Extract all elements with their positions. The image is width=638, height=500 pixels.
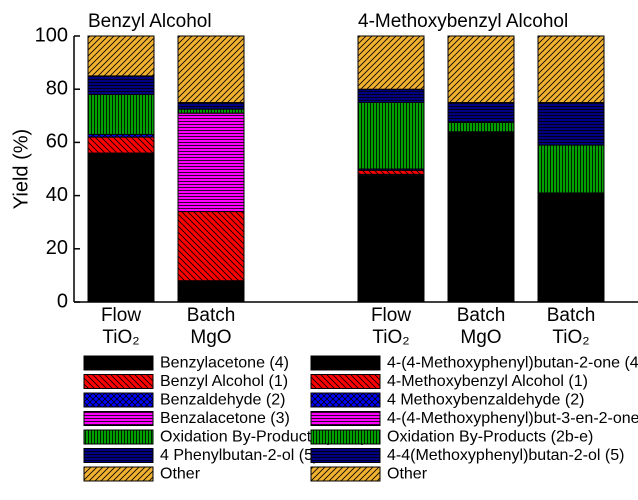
bar-segment	[177, 280, 245, 303]
bar-segment	[447, 131, 515, 303]
x-tick-label: Flow	[371, 305, 411, 326]
legend-label: 4-4(Methoxyphenyl)butan-2-ol (5)	[387, 447, 624, 464]
bar-segment	[357, 173, 425, 303]
legend-label: 4-Methoxybenzyl Alcohol (1)	[387, 373, 588, 390]
y-tick-label: 40	[46, 184, 68, 206]
legend-label: Benzyl Alcohol (1)	[160, 373, 288, 390]
x-tick-label: Flow	[101, 305, 141, 326]
bar-segment	[177, 112, 245, 213]
y-tick-label: 80	[46, 77, 68, 99]
bar-segment	[87, 35, 155, 77]
legend-swatch	[310, 392, 381, 408]
y-tick-label: 20	[46, 237, 68, 259]
legend-label: Benzaldehyde (2)	[160, 392, 285, 409]
legend-label: Benzalacetone (3)	[160, 410, 290, 427]
bar-segment	[177, 211, 245, 282]
legend-swatch	[310, 466, 381, 482]
legend-swatch	[83, 466, 154, 482]
legend-swatch	[310, 374, 381, 389]
bar-segment	[357, 88, 425, 103]
legend-swatch	[83, 411, 154, 426]
legend-label: 4-(4-Methoxyphenyl)but-3-en-2-one (3)	[387, 410, 638, 427]
x-tick-label: Batch	[187, 305, 236, 326]
y-tick-label: 100	[35, 24, 68, 46]
legend-swatch	[83, 374, 154, 389]
group-label: 4-Methoxybenzyl Alcohol	[358, 11, 568, 32]
bar-segment	[357, 35, 425, 90]
legend-label: 4 Phenylbutan-2-ol (5)	[160, 447, 318, 464]
bar-segment	[177, 102, 245, 110]
x-tick-label: Batch	[457, 305, 506, 326]
bar-segment	[357, 169, 425, 175]
bar-segment	[447, 35, 515, 103]
legend-label: 4 Methoxybenzaldehyde (2)	[387, 392, 584, 409]
legend-label: Other	[387, 466, 428, 483]
y-axis-label: Yield (%)	[10, 129, 32, 209]
x-tick-label: MgO	[460, 327, 501, 348]
bar-segment	[87, 94, 155, 135]
legend-label: Other	[160, 466, 201, 483]
x-tick-label: TiO₂	[372, 327, 409, 348]
bar-segment	[537, 192, 605, 303]
legend-swatch	[310, 429, 381, 445]
x-tick-label: TiO₂	[552, 327, 589, 348]
bar-segment	[447, 102, 515, 123]
bar-segment	[537, 35, 605, 103]
legend-swatch	[310, 448, 381, 463]
legend-swatch	[83, 392, 154, 408]
legend-label: Oxidation By-Products (2b-e)	[387, 429, 593, 446]
group-label: Benzyl Alcohol	[88, 11, 212, 32]
x-tick-label: TiO₂	[102, 327, 139, 348]
bar-segment	[357, 102, 425, 170]
bar-segment	[177, 108, 245, 114]
bar-segment	[87, 75, 155, 96]
legend-swatch	[83, 448, 154, 463]
bar-segment	[447, 121, 515, 133]
bar-segment	[177, 35, 245, 103]
bar-segment	[87, 136, 155, 154]
legend-swatch	[83, 429, 154, 445]
legend-swatch	[310, 411, 381, 426]
y-tick-label: 60	[46, 131, 68, 153]
x-tick-label: MgO	[190, 327, 231, 348]
legend-label: 4-(4-Methoxyphenyl)butan-2-one (4)	[387, 355, 638, 372]
legend-swatch	[83, 355, 154, 371]
bar-segment	[87, 152, 155, 303]
x-tick-label: Batch	[547, 305, 596, 326]
y-tick-label: 0	[57, 290, 68, 312]
bar-segment	[537, 144, 605, 194]
legend-label: Benzylacetone (4)	[160, 355, 289, 372]
bar-segment	[537, 102, 605, 146]
legend-swatch	[310, 355, 381, 371]
